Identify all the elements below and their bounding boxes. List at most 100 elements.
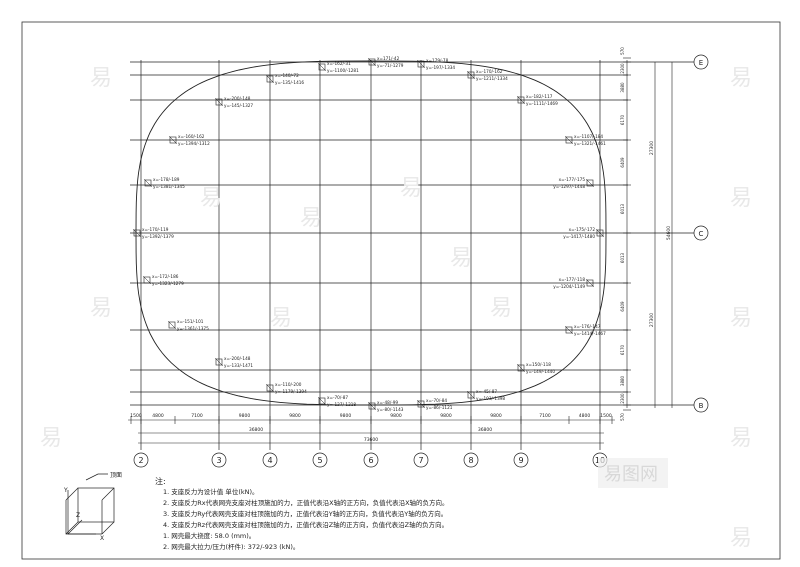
dimension-lines: 1500 4800 7100 9800 9800 9800 9800 9800 9800 7100…: [128, 47, 673, 444]
support-reaction-x: x=-48/-99: [377, 400, 398, 405]
axis-label: C: [699, 230, 704, 238]
support-nodes: x=171/-42 y=-71/-1279 x=179/-78 y=-197/-133…: [132, 56, 606, 412]
support-reaction-x: x=-160/-162: [178, 134, 205, 139]
watermark: 易: [730, 306, 753, 331]
axis-label: 7: [418, 456, 423, 465]
axis-label: 4: [267, 456, 272, 465]
support-reaction-x: x=-170/-119: [142, 227, 169, 232]
support-reaction-x: x=-177/-118: [559, 277, 586, 282]
support-reaction-x: x=-182/-117: [526, 94, 553, 99]
axis-bubble: [312, 452, 328, 468]
watermark: 易: [730, 66, 753, 91]
note-item: 3. 支座反力Ry代表网壳支座对柱顶施加的力，正值代表沿Y轴的正方向，负值代表沿…: [163, 510, 448, 518]
axis-label: 8: [468, 456, 473, 465]
support-node-mark: [265, 383, 275, 393]
dim-text: 6170: [620, 344, 625, 355]
watermark: 易: [40, 426, 63, 451]
support-reaction-y: y=-145/-1327: [224, 103, 253, 108]
dim-text: 2300: [620, 393, 625, 404]
axis-label: 2: [138, 456, 143, 465]
dim-text: 4800: [579, 413, 591, 419]
dim-text: 9800: [239, 413, 251, 419]
support-node-mark: [416, 399, 426, 409]
support-reaction-y: y=-1417/-1480: [563, 234, 595, 239]
support-node: [417, 400, 425, 408]
logo: 易图网: [598, 458, 668, 488]
support-reaction-y: y=-1394/-1312: [178, 141, 210, 146]
support-node: [144, 179, 152, 187]
support-node-mark: [466, 70, 476, 80]
axis-bubble: [413, 452, 429, 468]
axis-bubble: [513, 452, 529, 468]
support-node-mark: [516, 363, 526, 373]
support-reaction-x: x=-177/-175: [559, 177, 586, 182]
y-axis-label: Y: [63, 487, 68, 494]
support-node: [318, 397, 326, 405]
dim-text: 570: [620, 413, 625, 421]
dim-text: 9800: [289, 413, 301, 419]
support-node-mark: [416, 59, 426, 69]
support-reaction-y: y=-1414/-1467: [574, 331, 606, 336]
dim-text: 73600: [364, 437, 378, 443]
support-reaction-x: x=-200/-148: [224, 96, 251, 101]
dim-text: 7100: [539, 413, 551, 419]
support-node: [586, 179, 594, 187]
support-reaction-y: y=-1297/-1448: [553, 184, 585, 189]
watermark: 易: [450, 246, 473, 271]
support-node: [467, 391, 475, 399]
coordinate-axis-diagram: 顶面 Y X Z: [63, 472, 122, 542]
support-reaction-y: y=-127/-1218: [327, 402, 356, 407]
watermark: 易: [300, 206, 323, 231]
support-reaction-x: x=-172/-186: [152, 274, 179, 279]
support-reaction-x: x=-45/-87: [476, 389, 497, 394]
support-reaction-y: y=-1392/-1379: [142, 234, 174, 239]
support-node: [266, 384, 274, 392]
support-node: [565, 326, 573, 334]
support-node: [169, 136, 177, 144]
support-node: [168, 321, 176, 329]
support-node-mark: [214, 97, 224, 107]
support-reaction-x: x=-110/-200: [275, 382, 302, 387]
support-node: [318, 63, 326, 71]
support-reaction-y: y=-86/-1121: [426, 405, 453, 410]
axis-bubble: [262, 452, 278, 468]
support-node-mark: [168, 135, 178, 145]
support-reaction-y: y=-197/-1334: [426, 65, 455, 70]
support-reaction-x: x=-170/-162: [476, 69, 503, 74]
support-reaction-y: y=-1321/-1461: [574, 141, 606, 146]
watermark: 易: [730, 426, 753, 451]
axis-label: 6: [368, 456, 373, 465]
dim-text: 9800: [340, 413, 352, 419]
support-node: [467, 71, 475, 79]
watermark: 易: [490, 296, 513, 321]
support-reaction-x: x=-1107/-184: [574, 134, 603, 139]
watermark: 易: [270, 306, 293, 331]
support-node: [143, 276, 151, 284]
dim-text: 3880: [620, 82, 625, 93]
dim-text: 6409: [620, 157, 625, 168]
dim-text: 9800: [390, 413, 402, 419]
support-node: [133, 229, 141, 237]
watermark: 易: [90, 296, 113, 321]
support-reaction-y: y=-1204/-1149: [553, 284, 585, 289]
support-node-mark: [317, 396, 327, 406]
dim-text: 570: [620, 47, 625, 55]
support-node: [368, 58, 376, 66]
support-node: [215, 358, 223, 366]
support-reaction-x: x=179/-78: [426, 58, 449, 63]
axis-bubble: [693, 225, 709, 241]
support-node: [368, 402, 376, 410]
note-item: 1. 网壳最大挠度: 58.0 (mm)。: [163, 532, 256, 540]
dim-text: 27300: [649, 313, 655, 327]
dim-text: 6013: [620, 203, 625, 214]
support-node-mark: [516, 95, 526, 105]
support-reaction-y: y=-71/-1279: [377, 63, 404, 68]
support-node: [517, 364, 525, 372]
x-axis-label: X: [100, 535, 104, 542]
support-reaction-y: y=-1361/-1375: [177, 326, 209, 331]
support-node-mark: [214, 357, 224, 367]
support-reaction-x: x=171/-42: [377, 56, 400, 61]
sheet-border: [21, 21, 781, 560]
top-face-label: 顶面: [110, 472, 122, 479]
dim-text: 3880: [620, 375, 625, 386]
